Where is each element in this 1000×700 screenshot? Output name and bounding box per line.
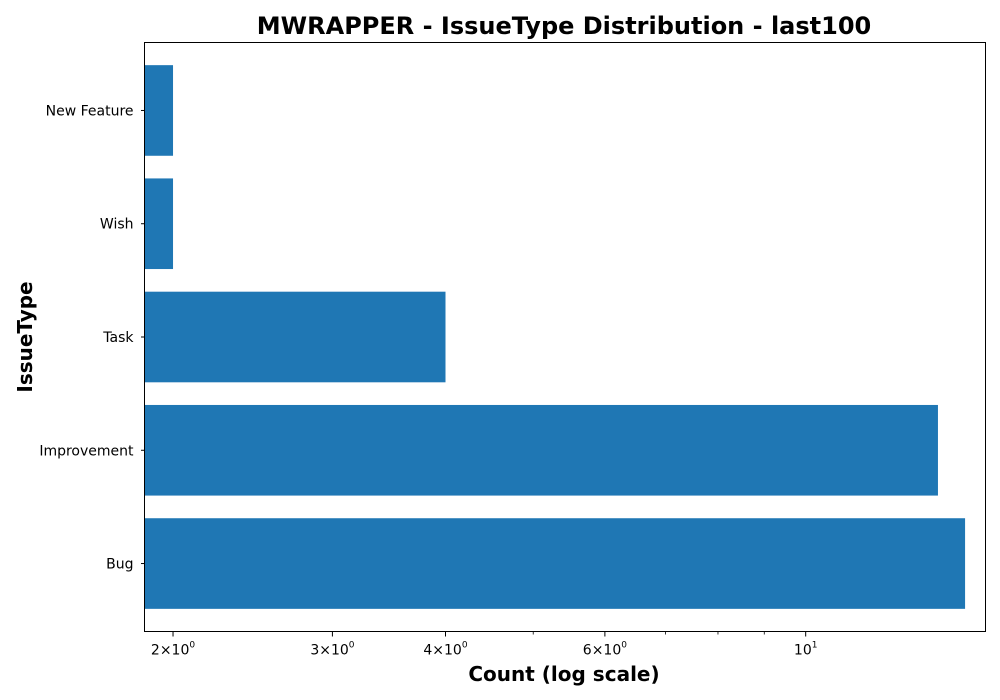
y-tick-label-wish: Wish bbox=[100, 217, 134, 233]
y-tick-label-new-feature: New Feature bbox=[46, 103, 134, 119]
x-tick-label: 6×100 bbox=[583, 641, 627, 659]
bar-wish bbox=[144, 178, 174, 270]
y-tick-label-task: Task bbox=[102, 330, 134, 346]
bars-layer bbox=[144, 65, 966, 609]
chart-title: MWRAPPER - IssueType Distribution - last… bbox=[257, 12, 871, 40]
y-tick-label-bug: Bug bbox=[106, 557, 133, 573]
y-tick-label-improvement: Improvement bbox=[39, 443, 134, 459]
y-axis-label: IssueType bbox=[13, 281, 37, 392]
x-tick-label: 2×100 bbox=[151, 641, 195, 659]
x-axis-ticks: 2×100 3×100 4×100 6×100 101 bbox=[151, 631, 818, 659]
bar-new-feature bbox=[144, 65, 174, 156]
bar-bug bbox=[144, 518, 966, 609]
x-axis-label: Count (log scale) bbox=[468, 662, 659, 686]
bar-task bbox=[144, 291, 446, 383]
x-tick-label: 3×100 bbox=[310, 641, 354, 659]
y-axis-ticks: Bug Improvement Task Wish New Feature bbox=[39, 103, 145, 573]
x-tick-label: 4×100 bbox=[423, 641, 467, 659]
bar-improvement bbox=[144, 404, 938, 496]
x-tick-label: 101 bbox=[794, 641, 818, 659]
